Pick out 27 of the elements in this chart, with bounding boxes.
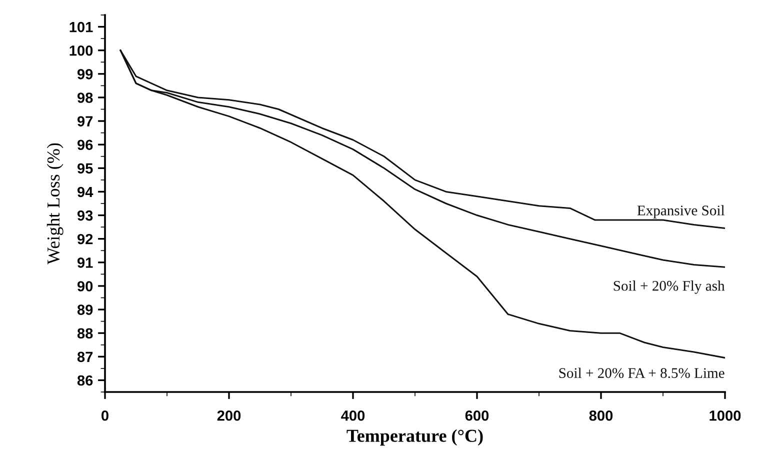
y-axis-title: Weight Loss (%) xyxy=(46,143,64,264)
x-tick-label: 1000 xyxy=(710,410,741,421)
y-tick-label: 86 xyxy=(77,375,93,386)
y-tick-label: 100 xyxy=(70,45,93,56)
y-tick-label: 94 xyxy=(77,186,94,198)
series-label: Soil + 20% FA + 8.5% Lime xyxy=(559,368,724,378)
y-tick-label: 99 xyxy=(77,69,93,80)
x-axis-title: Temperature (°C) xyxy=(346,429,483,446)
x-tick-label: 600 xyxy=(465,410,489,421)
y-tick-label: 98 xyxy=(77,92,93,103)
y-tick-label: 87 xyxy=(77,352,93,362)
series-label: Expansive Soil xyxy=(637,205,725,218)
x-tick-label: 800 xyxy=(589,410,613,421)
y-tick-label: 95 xyxy=(77,163,93,174)
y-tick-label: 92 xyxy=(77,234,93,244)
series-label: Soil + 20% Fly ash xyxy=(614,280,725,294)
y-tick-label: 97 xyxy=(77,116,93,126)
y-tick-label: 96 xyxy=(77,140,93,150)
y-tick-label: 91 xyxy=(77,258,93,268)
x-tick-label: 200 xyxy=(217,410,241,421)
x-tick-label: 400 xyxy=(341,410,365,421)
x-tick-label: 0 xyxy=(102,410,108,421)
y-tick-label: 101 xyxy=(70,22,93,32)
y-tick-label: 88 xyxy=(77,328,93,339)
y-tick-label: 90 xyxy=(77,281,93,292)
y-tick-label: 89 xyxy=(77,304,93,315)
y-tick-label: 93 xyxy=(77,210,93,221)
